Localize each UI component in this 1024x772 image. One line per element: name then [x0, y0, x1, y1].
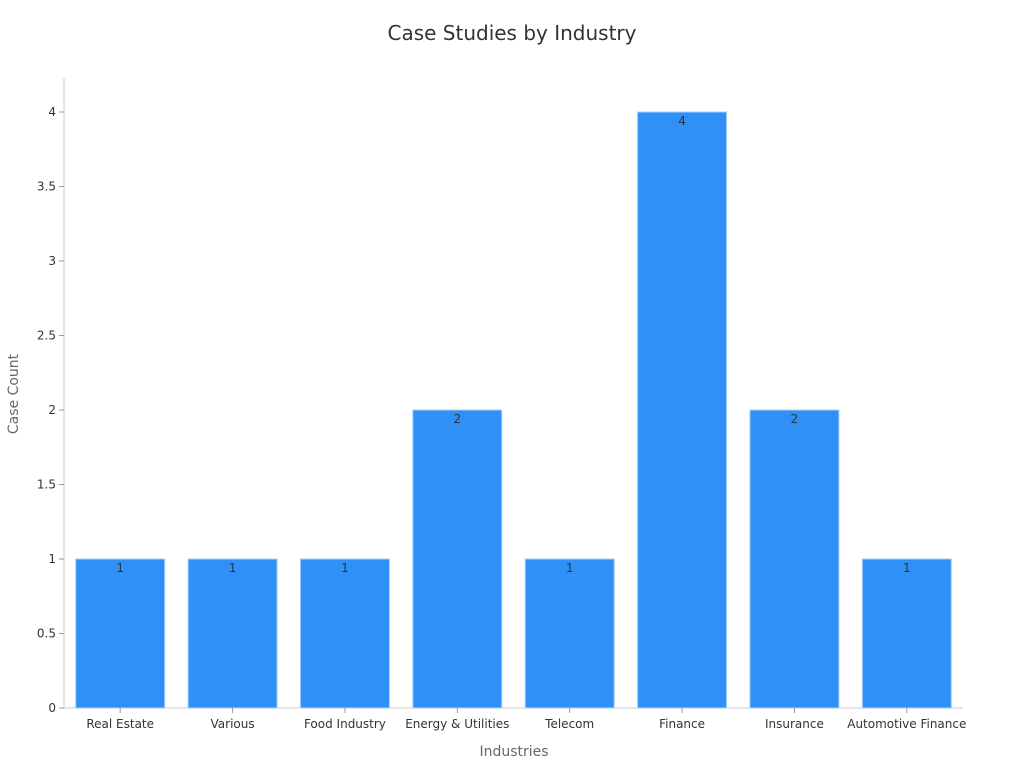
data-label: 2: [791, 412, 799, 426]
x-tick-label: Food Industry: [304, 717, 386, 731]
x-tick-label: Insurance: [765, 717, 824, 731]
y-tick-label: 3: [48, 254, 56, 268]
y-axis-label: Case Count: [6, 353, 22, 434]
bar: [75, 558, 166, 709]
data-label: 1: [116, 561, 124, 575]
x-tick-label: Real Estate: [86, 717, 154, 731]
y-tick-label: 2: [48, 403, 56, 417]
x-tick-label: Finance: [659, 717, 705, 731]
y-tick-label: 0.5: [37, 627, 56, 641]
data-label: 1: [566, 561, 574, 575]
data-label: 2: [453, 412, 461, 426]
data-label: 1: [229, 561, 237, 575]
x-tick-label: Automotive Finance: [847, 717, 966, 731]
bar: [187, 558, 278, 709]
x-axis-label: Industries: [479, 744, 548, 760]
bar: [412, 409, 503, 709]
bar: [861, 558, 952, 709]
chart-title: Case Studies by Industry: [387, 21, 636, 45]
x-tick-label: Energy & Utilities: [405, 717, 509, 731]
y-tick-label: 0: [48, 701, 56, 715]
bar: [524, 558, 615, 709]
x-tick-label: Various: [211, 717, 255, 731]
y-tick-label: 2.5: [37, 329, 56, 343]
x-tick-label: Telecom: [544, 717, 594, 731]
bar: [637, 111, 728, 709]
y-tick-label: 1.5: [37, 478, 56, 492]
data-label: 1: [903, 561, 911, 575]
y-tick-label: 1: [48, 552, 56, 566]
data-label: 4: [678, 114, 686, 128]
y-tick-label: 3.5: [37, 180, 56, 194]
bar: [749, 409, 840, 709]
bar: [299, 558, 390, 709]
data-label: 1: [341, 561, 349, 575]
y-tick-label: 4: [48, 105, 56, 119]
